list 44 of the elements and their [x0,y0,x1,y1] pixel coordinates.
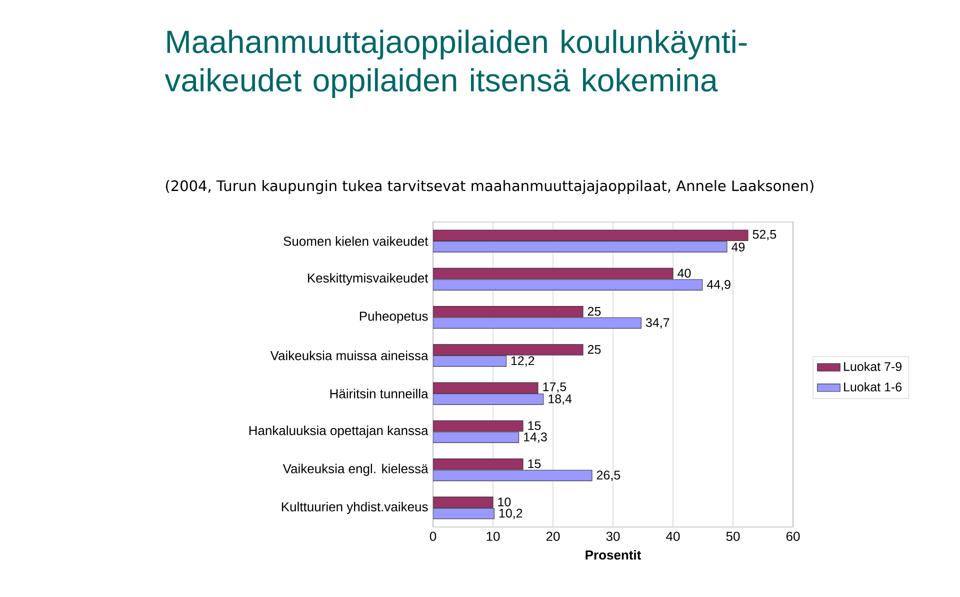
x-tick-label: 30 [606,532,620,541]
y-tick-label: Vaikeuksia engl. kielessä [282,464,428,476]
chart-title: Maahanmuuttajaoppilaiden koulunkäynti-vaikeudet oppilaiden itsensä kokemina [164,30,747,98]
data-label: 15 [528,459,541,468]
data-label: 10,2 [499,508,522,520]
y-tick-label: Hankaluuksia opettajan kanssa [249,426,428,438]
bar [433,458,524,470]
bar [433,230,748,242]
x-tick-label: 20 [546,532,560,541]
x-tick-label: 50 [726,532,740,541]
y-tick-label: Puheopetus [360,311,428,324]
bar [433,268,674,280]
x-tick-label: 0 [430,532,436,541]
data-label: 25 [588,306,601,316]
data-label: 49 [732,242,745,252]
data-label: 12,2 [511,356,534,367]
data-label: 40 [678,268,691,278]
bar [433,382,538,394]
chart-subtitle: (2004, Turun kaupungin tukea tarvitsevat maahanmuuttajajaoppilaat, Annele Laaksonen) [166,180,814,194]
data-label: 34,7 [646,318,670,328]
bar [433,496,494,508]
x-tick-label: 10 [486,532,500,541]
y-tick-label: Keskittymisvaikeudet [308,273,428,286]
data-label: 15 [528,421,541,430]
legend-label: Luokat 7-9 [844,362,902,372]
data-label: 14,3 [524,432,547,443]
bar [433,420,524,432]
data-label: 52,5 [752,230,776,240]
y-tick-label: Suomen kielen vaikeudet [284,236,428,246]
x-axis-title: Prosentit [586,550,642,560]
bar [433,344,584,356]
data-label: 18,4 [548,394,572,405]
data-label: 17,5 [543,382,566,393]
x-tick-label: 60 [786,532,800,541]
y-tick-label: Häiritsin tunneilla [330,388,428,398]
legend-label: Luokat 1-6 [844,382,902,392]
data-label: 10 [498,498,511,506]
bar [433,306,584,318]
x-tick-label: 40 [666,532,680,541]
y-tick-label: Vaikeuksia muissa aineissa [270,350,428,360]
data-label: 25 [588,345,601,354]
y-tick-label: Kulttuurien yhdist.vaikeus [282,502,428,514]
data-label: 44,9 [706,280,730,290]
data-label: 26,5 [596,470,620,481]
